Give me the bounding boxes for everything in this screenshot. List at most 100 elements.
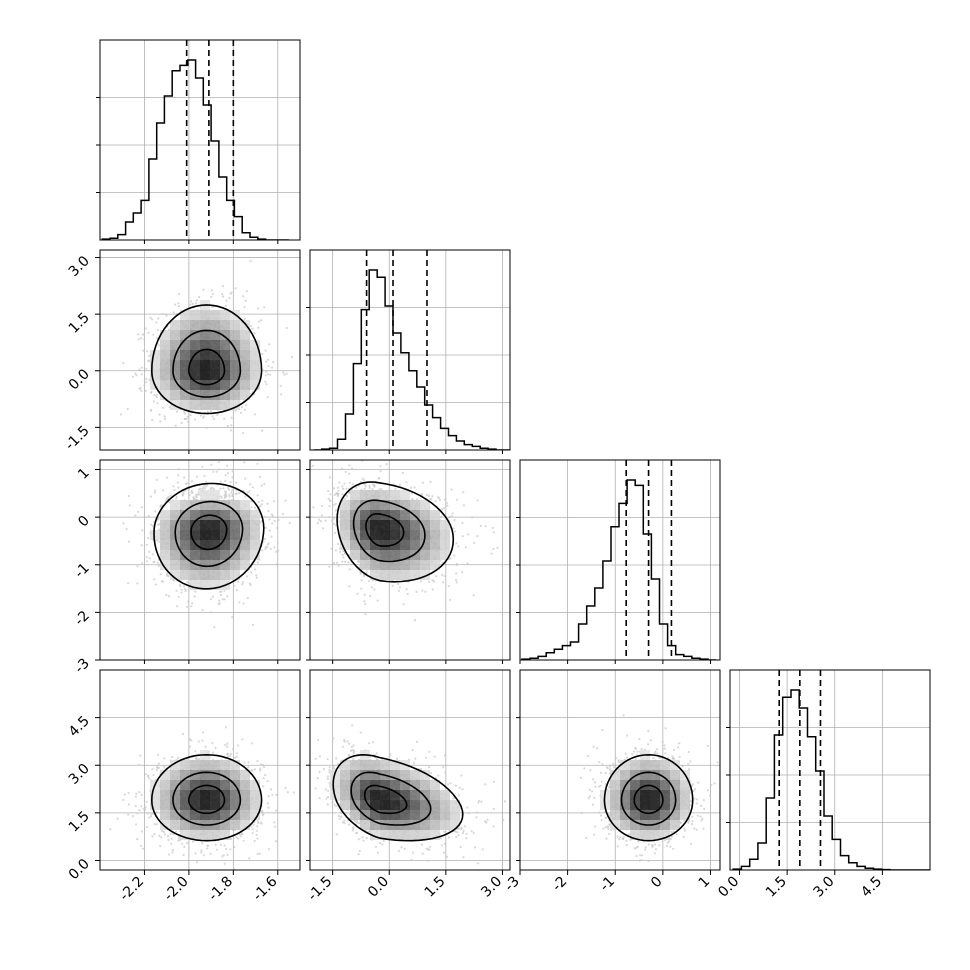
scatter-point: [263, 306, 266, 309]
scatter-point: [147, 775, 150, 778]
scatter-point: [157, 523, 160, 526]
scatter-point: [271, 522, 274, 525]
density-cell: [180, 520, 190, 530]
scatter-point: [201, 487, 204, 490]
scatter-point: [170, 837, 173, 840]
scatter-point: [250, 500, 253, 503]
density-cell: [210, 540, 220, 550]
scatter-point: [177, 302, 180, 305]
scatter-point: [256, 829, 259, 832]
density-cell: [210, 570, 220, 580]
scatter-point: [167, 838, 170, 842]
density-cell: [190, 360, 200, 370]
density-cell: [210, 500, 220, 510]
density-cell: [200, 490, 210, 500]
scatter-point: [225, 495, 228, 498]
density-cell: [180, 570, 190, 580]
scatter-point: [119, 413, 122, 416]
scatter-point: [135, 792, 138, 795]
scatter-point: [201, 609, 204, 612]
scatter-point: [156, 753, 160, 756]
scatter-point: [109, 828, 112, 831]
density-cell: [200, 370, 210, 380]
scatter-point: [168, 501, 171, 504]
scatter-point: [139, 337, 142, 340]
density-cell: [210, 510, 220, 520]
density-cell: [230, 390, 240, 400]
scatter-point: [122, 522, 125, 525]
scatter-point: [267, 364, 270, 367]
scatter-point: [224, 479, 227, 483]
scatter-point: [151, 553, 154, 556]
contour-line: [153, 482, 265, 590]
density-cell: [190, 310, 200, 320]
scatter-point: [202, 415, 205, 418]
scatter-point: [219, 843, 222, 846]
scatter-point: [197, 740, 200, 743]
density-cell: [190, 580, 200, 590]
scatter-point: [224, 743, 227, 747]
density-cell: [250, 370, 260, 380]
axes-frame: [99, 249, 301, 451]
density-cell: [240, 500, 250, 510]
scatter-point: [189, 300, 193, 303]
scatter-point: [193, 595, 196, 598]
scatter-point: [145, 560, 149, 563]
density-cell: [200, 400, 210, 410]
scatter-point: [210, 295, 213, 298]
scatter-point: [127, 582, 130, 585]
scatter-point: [189, 745, 192, 748]
scatter-point: [140, 373, 143, 376]
density-cell: [230, 350, 240, 360]
density-cell: [170, 500, 180, 510]
scatter-point: [253, 506, 257, 509]
density-cell: [170, 370, 180, 380]
scatter-point: [245, 404, 248, 407]
scatter-point: [166, 835, 170, 838]
scatter-point: [281, 512, 284, 516]
scatter-point: [256, 852, 259, 856]
scatter-point: [230, 429, 233, 432]
scatter-point: [187, 600, 190, 603]
scatter-point: [219, 495, 222, 498]
scatter-point: [226, 464, 229, 467]
scatter-point: [238, 833, 241, 836]
scatter-point: [148, 816, 151, 819]
scatter-point: [180, 421, 183, 425]
scatter-point: [260, 503, 264, 506]
scatter-point: [249, 571, 253, 574]
scatter-point: [262, 777, 265, 780]
scatter-point: [184, 489, 187, 492]
scatter-point: [270, 535, 273, 538]
scatter-point: [234, 409, 237, 412]
scatter-point: [211, 595, 214, 598]
density-cell: [220, 510, 230, 520]
scatter-point: [235, 481, 238, 484]
scatter-point: [256, 825, 259, 828]
scatter-point: [213, 626, 216, 629]
scatter-point: [275, 550, 278, 553]
density-cell: [170, 570, 180, 580]
density-cell: [210, 490, 220, 500]
scatter-point: [142, 807, 145, 810]
scatter-point: [230, 424, 233, 427]
density-cell: [230, 560, 240, 570]
scatter-point: [266, 780, 269, 783]
scatter-point: [159, 420, 162, 423]
scatter-point: [223, 589, 226, 592]
scatter-point: [156, 766, 159, 770]
scatter-point: [215, 848, 218, 851]
density-cell: [240, 560, 250, 570]
scatter-point: [191, 840, 194, 843]
scatter-point: [251, 832, 254, 835]
scatter-point: [143, 384, 146, 387]
scatter-point: [206, 410, 209, 413]
scatter-point: [138, 387, 141, 390]
scatter-point: [155, 478, 158, 481]
density-cell: [190, 380, 200, 390]
scatter-point: [126, 407, 129, 411]
scatter-point: [173, 488, 176, 492]
density-cell: [210, 320, 220, 330]
density-cell: [220, 320, 230, 330]
scatter-point: [257, 307, 260, 310]
